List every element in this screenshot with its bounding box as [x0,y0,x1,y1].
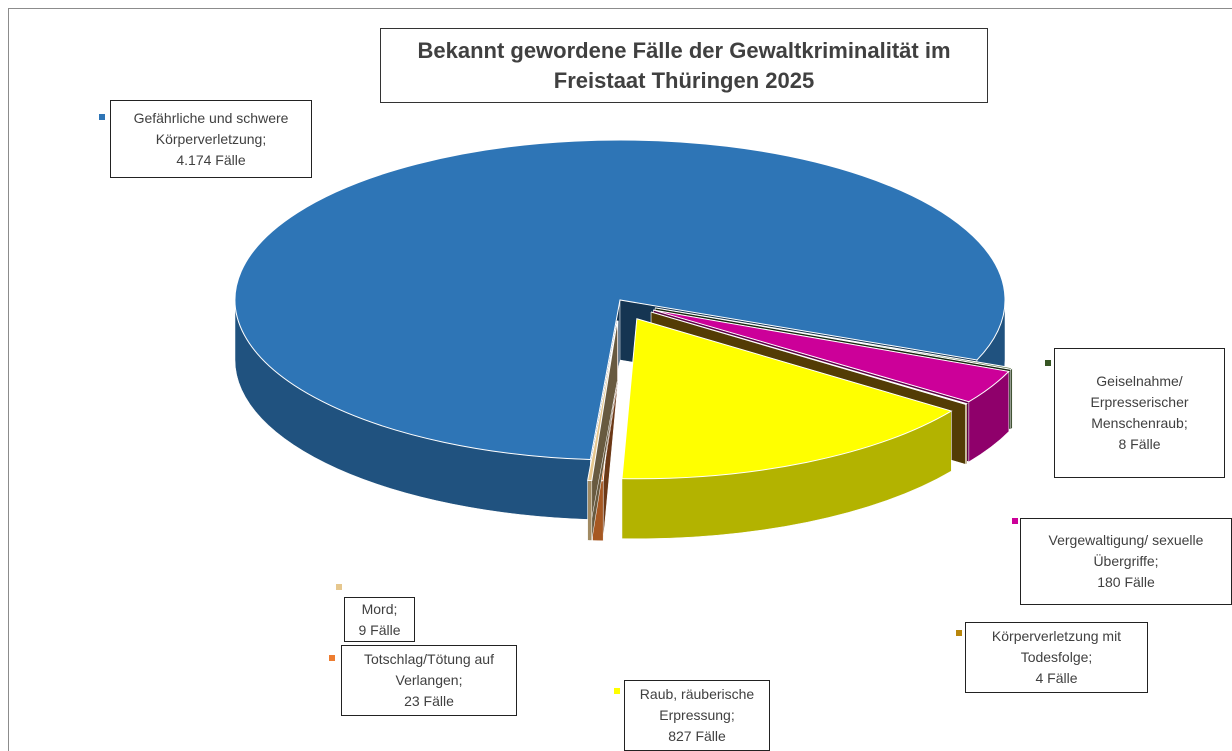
chart-title: Bekannt gewordene Fälle der Gewaltkrimin… [380,28,988,103]
legend-marker [336,584,342,590]
legend-marker [1012,518,1018,524]
value-label: 8 Fälle [1118,436,1161,452]
value-label: 9 Fälle [358,621,401,638]
value-label: 4 Fälle [1035,670,1078,686]
pie-slice [621,318,953,480]
legend-marker [614,688,620,694]
category-label: Raub, räuberische Erpressung; [639,686,755,723]
value-label: 4.174 Fälle [176,151,246,168]
data-label: Körperverletzung mit Todesfolge; 4 Fälle [965,622,1148,693]
data-label: Raub, räuberische Erpressung; 827 Fälle [624,680,770,751]
slice-side [965,403,967,465]
category-label: Körperverletzung mit Todesfolge; [991,628,1122,665]
data-label: Gefährliche und schwere Körperverletzung… [110,100,312,178]
data-label: Geiselnahme/ Erpresserischer Menschenrau… [1054,348,1225,478]
pie-slice [653,309,1010,403]
data-label: Mord; 9 Fälle [344,597,415,642]
value-label: 23 Fälle [404,693,454,709]
chart-frame [8,8,1232,751]
slice-side [587,480,593,541]
value-label: 827 Fälle [668,728,726,744]
data-label: Vergewaltigung/ sexuelle Übergriffe; 180 … [1020,518,1232,605]
pie-slice [655,307,1014,370]
category-label: Gefährliche und schwere Körperverletzung… [133,109,289,147]
category-label: Vergewaltigung/ sexuelle Übergriffe; [1048,532,1204,569]
data-label: Totschlag/Tötung auf Verlangen; 23 Fälle [341,645,517,716]
category-label: Totschlag/Tötung auf Verlangen; [364,651,494,688]
category-label: Geiselnahme/ Erpresserischer Menschenrau… [1090,373,1189,431]
pie-slice [587,320,618,482]
legend-marker [99,114,105,120]
slice-side [1010,367,1013,430]
pie-slice [234,139,1006,461]
legend-marker [1045,360,1051,366]
legend-marker [329,655,335,661]
legend-marker [956,630,962,636]
pie-slice [650,311,968,405]
value-label: 180 Fälle [1097,574,1155,590]
category-label: Mord; [361,600,398,617]
